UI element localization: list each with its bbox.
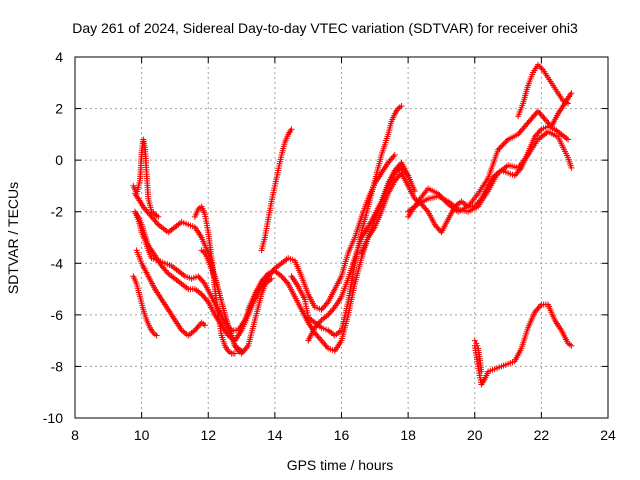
x-tick-label: 22 <box>534 427 550 443</box>
x-tick-label: 16 <box>334 427 350 443</box>
series-track-p <box>515 61 571 120</box>
series-track-o <box>405 90 575 220</box>
series-markers <box>471 337 485 375</box>
series-track-f <box>133 247 208 339</box>
series-markers <box>130 136 162 220</box>
y-axis-label: SDTVAR / TECUs <box>5 182 21 294</box>
y-tick-label: -4 <box>51 255 64 271</box>
series-track-c <box>132 208 275 334</box>
plot-series <box>130 61 575 388</box>
series-track-n <box>405 128 575 215</box>
series-markers <box>198 152 398 357</box>
series-markers <box>133 247 208 339</box>
y-tick-label: 4 <box>55 49 63 65</box>
series-markers <box>515 61 571 120</box>
x-axis-label: GPS time / hours <box>287 457 394 473</box>
series-track-a <box>130 136 162 220</box>
x-tick-label: 24 <box>600 427 616 443</box>
y-axis: -10 -8 -6 -4 -2 0 2 4 <box>43 49 608 426</box>
x-tick-label: 14 <box>267 427 283 443</box>
series-track-e <box>130 273 160 339</box>
y-tick-label: -6 <box>51 307 64 323</box>
series-markers <box>305 159 418 344</box>
series-track-q <box>471 301 575 388</box>
series-track-r <box>471 337 485 375</box>
x-tick-label: 10 <box>134 427 150 443</box>
x-tick-label: 20 <box>467 427 483 443</box>
x-tick-label: 8 <box>71 427 79 443</box>
series-markers <box>358 123 571 256</box>
series-track-l <box>305 159 418 344</box>
y-tick-label: -2 <box>51 204 64 220</box>
y-tick-label: -10 <box>43 410 63 426</box>
series-markers <box>258 126 295 254</box>
series-markers <box>132 208 275 334</box>
grid <box>75 57 608 418</box>
y-tick-label: -8 <box>51 358 64 374</box>
y-tick-label: 2 <box>55 101 63 117</box>
series-track-k <box>288 103 405 339</box>
series-track-m <box>358 123 571 256</box>
series-markers <box>405 90 575 220</box>
chart-title: Day 261 of 2024, Sidereal Day-to-day VTE… <box>72 20 578 36</box>
x-tick-label: 18 <box>400 427 416 443</box>
series-markers <box>288 103 405 339</box>
series-track-h <box>198 152 398 357</box>
x-tick-label: 12 <box>200 427 216 443</box>
series-line <box>201 154 396 355</box>
y-tick-label: 0 <box>55 152 63 168</box>
series-markers <box>471 301 575 388</box>
series-track-i <box>258 126 295 254</box>
series-markers <box>130 273 160 339</box>
x-axis: 8 10 12 14 16 18 20 22 24 <box>71 57 616 443</box>
